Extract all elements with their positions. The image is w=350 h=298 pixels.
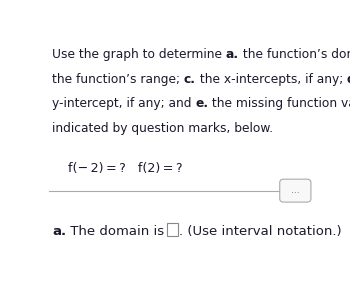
Text: c.: c. [184,73,196,86]
Text: d.: d. [347,73,350,86]
Text: a.: a. [52,225,66,238]
Bar [167,223,178,236]
Text: the function’s range;: the function’s range; [52,73,184,86]
Text: the x-intercepts, if any;: the x-intercepts, if any; [196,73,347,86]
Text: f(− 2) = ?   f(2) = ?: f(− 2) = ? f(2) = ? [68,162,183,175]
Text: Use the graph to determine: Use the graph to determine [52,48,226,61]
Text: e.: e. [195,97,208,111]
Text: y-intercept, if any; and: y-intercept, if any; and [52,97,195,111]
Text: indicated by question marks, below.: indicated by question marks, below. [52,122,273,135]
Text: ...: ... [291,186,300,195]
Text: a.: a. [226,48,239,61]
Text: the missing function values,: the missing function values, [208,97,350,111]
Text: the function’s domain;: the function’s domain; [239,48,350,61]
Text: The domain is: The domain is [66,225,164,238]
FancyBboxPatch shape [280,179,311,202]
Text: . (Use interval notation.): . (Use interval notation.) [179,225,342,238]
